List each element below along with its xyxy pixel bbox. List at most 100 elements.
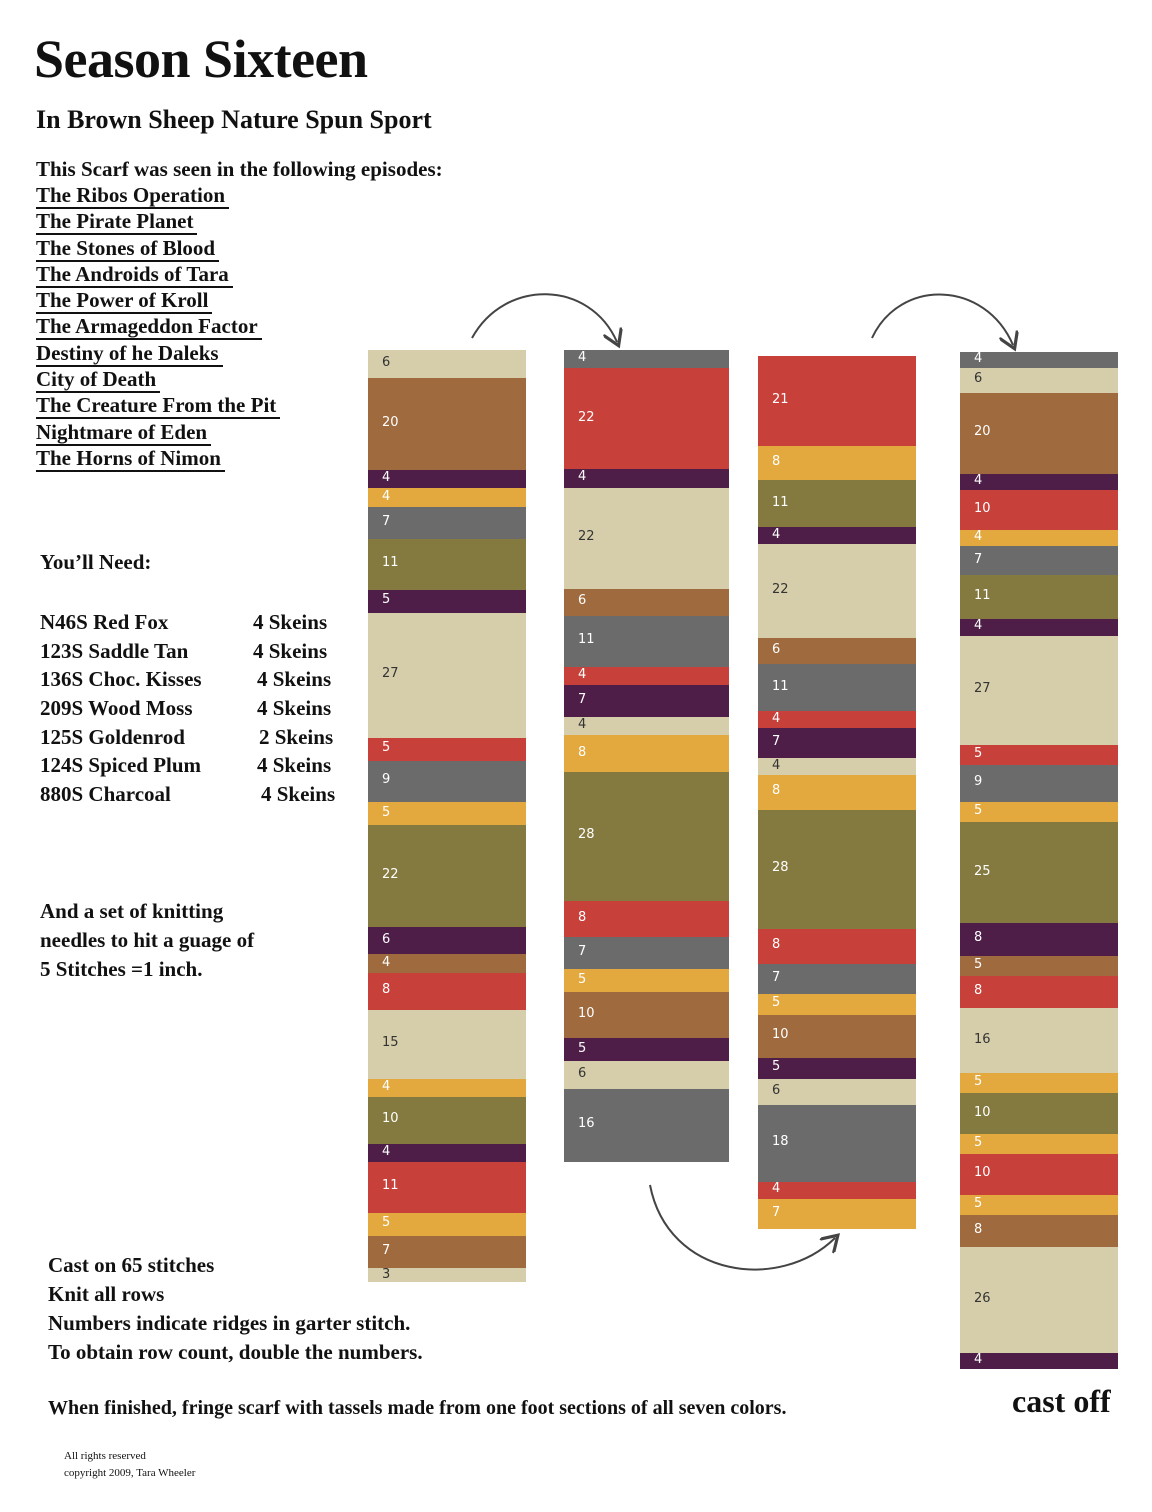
ridge-count: 7 [382,1242,391,1258]
ridge-count: 9 [974,774,983,790]
scarf-stripe: 4 [960,473,1118,491]
scarf-stripe: 6 [368,350,526,379]
scarf-stripe: 11 [368,1162,526,1214]
ridge-count: 6 [578,593,587,609]
scarf-stripe: 6 [758,1079,916,1106]
ridge-count: 22 [578,529,595,545]
scarf-stripe: 7 [564,937,729,970]
scarf-column-1: 6 20 4 4 7 11 5 27 5 9 5 22 6 4 8 15 4 10 4 11 5 7 3 [368,350,526,1283]
ridge-count: 11 [578,632,595,648]
scarf-column-3: 21 8 11 4 22 6 11 4 7 4 8 28 8 7 5 10 5 6 18 4 7 [758,356,916,1230]
yarn-skeins: 4 Skeins [253,638,328,663]
ridge-count: 4 [974,1351,983,1367]
ridge-count: 7 [578,691,587,707]
instruction-line: Cast on 65 stitches [48,1253,215,1277]
ridge-count: 20 [382,414,399,430]
scarf-stripe: 22 [368,825,526,928]
ridge-count: 11 [382,555,399,571]
scarf-stripe: 4 [960,530,1118,547]
instruction-line: Knit all rows [48,1282,165,1306]
you-need-heading: You’ll Need: [40,550,152,574]
ridge-count: 8 [772,783,781,799]
episode-item[interactable]: The Power of Kroll [36,288,280,315]
ridge-count: 5 [974,1195,983,1211]
ridge-count: 4 [578,717,587,733]
yarn-skeins: 4 Skeins [253,610,328,634]
ridge-count: 28 [578,827,595,843]
yarn-row: 123S Saddle Tan 4 Skeins [40,637,360,666]
page-subtitle: In Brown Sheep Nature Spun Sport [36,105,432,134]
episode-item[interactable]: City of Death [36,367,280,394]
episode-item[interactable]: Destiny of he Daleks [36,340,280,367]
ridge-count: 25 [974,863,991,879]
yarn-row: N46S Red Fox 4 Skeins [40,608,360,637]
scarf-stripe: 10 [960,489,1118,531]
episode-item[interactable]: Nightmare of Eden [36,419,280,446]
cast-off-label: cast off [1012,1383,1111,1419]
scarf-stripe: 8 [960,1215,1118,1248]
scarf-stripe: 5 [960,801,1118,823]
ridge-count: 4 [382,488,391,504]
scarf-stripe: 7 [758,1199,916,1230]
ridge-count: 4 [772,757,781,773]
ridge-count: 5 [382,804,391,820]
scarf-stripe: 28 [564,772,729,901]
ridge-count: 7 [772,969,781,985]
ridge-count: 7 [974,551,983,567]
ridge-count: 5 [974,746,983,762]
ridge-count: 8 [974,1222,983,1238]
ridge-count: 22 [578,409,595,425]
scarf-stripe: 5 [960,955,1118,977]
ridge-count: 11 [772,678,789,694]
yarn-row: 209S Wood Moss 4 Skeins [40,694,360,723]
arrow-icon [871,293,1013,345]
episode-item[interactable]: The Horns of Nimon [36,445,280,472]
scarf-stripe: 26 [960,1247,1118,1354]
ridge-count: 4 [772,1181,781,1197]
yarn-skeins: 2 Skeins [259,724,334,749]
scarf-stripe: 15 [368,1009,526,1080]
scarf-stripe: 5 [368,737,526,762]
scarf-stripe: 5 [758,1057,916,1080]
scarf-stripe: 6 [960,368,1118,393]
episode-item[interactable]: The Androids of Tara [36,261,280,288]
scarf-stripe: 4 [368,488,526,508]
yarn-skeins: 4 Skeins [257,753,332,778]
episode-item[interactable]: The Stones of Blood [36,235,280,262]
ridge-count: 8 [974,930,983,946]
scarf-stripe: 21 [758,356,916,447]
scarf-stripe: 16 [564,1088,729,1163]
yarn-name: 136S Choc. Kisses [40,667,202,692]
episode-item[interactable]: The Ribos Operation [36,183,280,209]
scarf-stripe: 7 [368,506,526,540]
needles-line: And a set of knitting [40,899,224,923]
ridge-count: 5 [382,740,391,756]
page-title: Season Sixteen [34,29,368,89]
instruction-line: To obtain row count, double the numbers. [48,1340,423,1364]
ridge-count: 8 [382,982,391,998]
scarf-stripe: 11 [564,616,729,668]
scarf-stripe: 5 [960,1133,1118,1155]
scarf-stripe: 4 [960,619,1118,637]
scarf-stripe: 5 [368,1212,526,1237]
scarf-stripe: 5 [960,745,1118,766]
scarf-stripe: 6 [564,1061,729,1090]
needles-note: And a set of knitting needles to hit a g… [40,897,340,984]
ridge-count: 6 [772,642,781,658]
ridge-count: 10 [772,1027,789,1043]
episode-item[interactable]: The Armageddon Factor [36,314,280,341]
scarf-stripe: 11 [368,539,526,591]
scarf-stripe: 7 [564,684,729,718]
scarf-stripe: 4 [960,1351,1118,1370]
episode-item[interactable]: The Pirate Planet [36,209,280,236]
scarf-stripe: 18 [758,1104,916,1183]
scarf-stripe: 5 [368,802,526,826]
ridge-count: 8 [974,983,983,999]
scarf-stripe: 8 [758,929,916,965]
episode-item[interactable]: The Creature From the Pit [36,393,281,420]
scarf-stripe: 10 [564,992,729,1039]
scarf-stripe: 5 [960,1073,1118,1094]
yarn-list: N46S Red Fox 4 Skeins 123S Saddle Tan 4 Sk… [40,608,360,809]
scarf-stripe: 8 [564,735,729,773]
